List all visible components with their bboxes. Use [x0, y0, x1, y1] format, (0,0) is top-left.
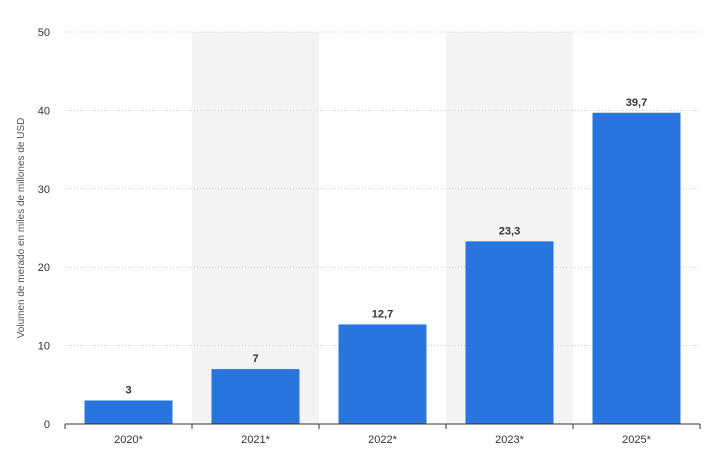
x-tick-label: 2021* [241, 434, 270, 446]
alternate-column-bands [192, 32, 573, 424]
x-tick-label: 2023* [495, 434, 524, 446]
x-tick-label: 2020* [114, 434, 143, 446]
axes [64, 423, 701, 429]
bar [84, 400, 173, 424]
bar [338, 324, 427, 424]
y-tick-label: 20 [38, 262, 50, 274]
y-tick-label: 50 [38, 27, 50, 39]
grid-lines [65, 31, 700, 347]
data-label: 12,7 [372, 308, 393, 320]
bars [84, 112, 681, 424]
data-label: 7 [252, 353, 258, 365]
y-tick-label: 10 [38, 341, 50, 353]
data-label: 23,3 [499, 225, 520, 237]
x-tick-label: 2022* [368, 434, 397, 446]
bar [211, 369, 300, 424]
x-tick-label: 2025* [622, 434, 651, 446]
labels: 0 10 20 30 40 50 3 2020* 7 2021* 12,7 2022* 23,3 2023… [38, 27, 652, 446]
data-label: 3 [125, 384, 131, 396]
y-tick-label: 30 [38, 184, 50, 196]
bar [465, 241, 554, 424]
y-axis-title: Volumen de merado en miles de millones d… [16, 118, 27, 339]
column-band [192, 32, 319, 424]
bar [592, 112, 681, 424]
y-tick-label: 40 [38, 105, 50, 117]
data-label: 39,7 [626, 97, 647, 109]
y-tick-label: 0 [44, 419, 50, 431]
